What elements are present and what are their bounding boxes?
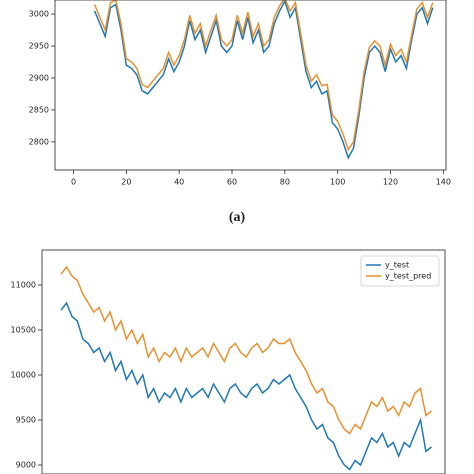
series-line (93, 0, 434, 152)
plot-area (60, 265, 432, 471)
series-line (93, 0, 434, 160)
x-tick-label: 80 (280, 178, 290, 187)
y-tick-label: 10000 (11, 371, 36, 380)
x-tick-label: 40 (174, 178, 184, 187)
y-tick-label: 2850 (29, 105, 49, 114)
x-tick-label: 60 (227, 178, 237, 187)
y-tick-label: 9500 (16, 416, 36, 425)
series-line (60, 301, 432, 471)
x-tick-label: 0 (71, 178, 76, 187)
y-tick-label: 3000 (29, 10, 49, 19)
series-line (60, 265, 432, 435)
y-tick-label: 2950 (29, 42, 49, 51)
legend-box (360, 255, 440, 287)
legend-label: y_test (385, 261, 409, 270)
y-tick-label: 10500 (11, 326, 36, 335)
y-tick-label: 2800 (29, 137, 49, 146)
x-tick-label: 140 (436, 178, 451, 187)
axes-frame (41, 249, 446, 474)
x-tick-label: 100 (330, 178, 345, 187)
axes-frame (54, 0, 447, 171)
caption: (a) (229, 210, 246, 225)
plot-area (93, 0, 434, 160)
x-tick-label: 120 (383, 178, 398, 187)
y-tick-label: 2900 (29, 73, 49, 82)
y-tick-label: 9000 (16, 461, 36, 470)
legend-label: y_test_pred (385, 272, 431, 281)
x-tick-label: 20 (121, 178, 131, 187)
y-tick-label: 11000 (11, 281, 36, 290)
